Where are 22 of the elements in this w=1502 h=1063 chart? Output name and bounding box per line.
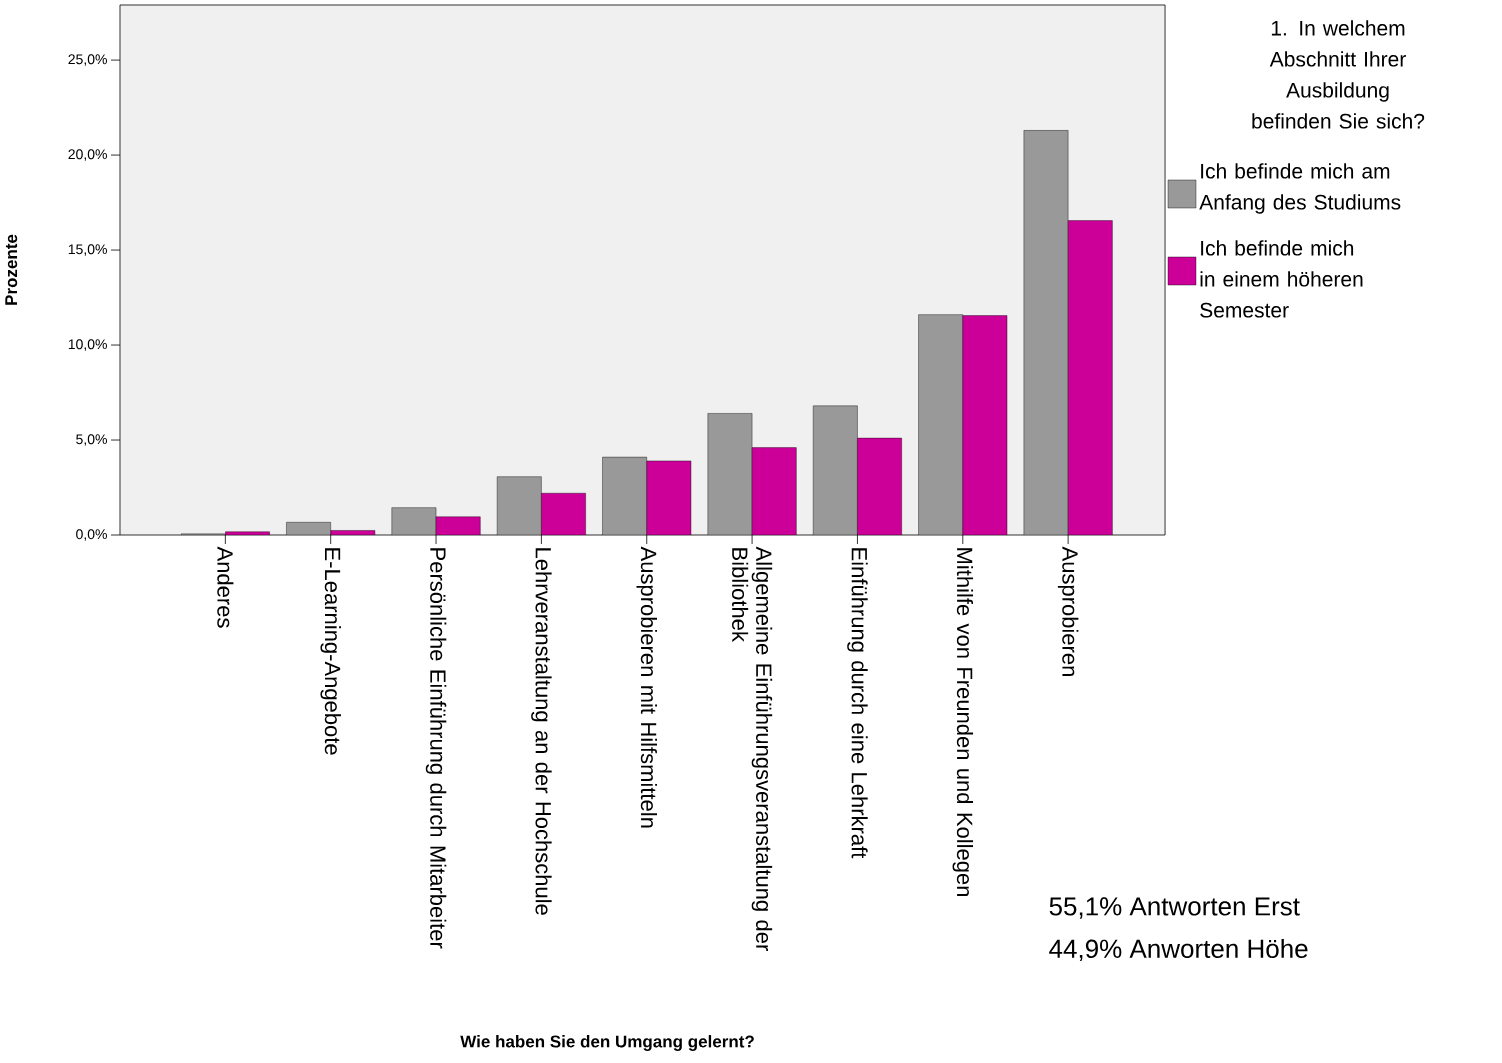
y-tick-label: 25,0% — [68, 54, 107, 66]
x-tick-label: Mithilfe von Freunden und Kollegen — [952, 548, 974, 897]
x-tick-label: Persönliche Einführung durch Mitarbeiter — [425, 548, 447, 949]
y-tick-label: 15,0% — [68, 244, 107, 256]
x-tick-label: Allgemeine Einführungsveranstaltung der Bibliothek — [732, 546, 773, 951]
legend-label: Ich befinde mich in einem höheren Semester — [1200, 240, 1363, 318]
text: 55,1% Antworten Erst — [1049, 897, 1300, 919]
x-tick-label: Lehrveranstaltung an der Hochschule — [531, 548, 552, 915]
x-tick-label: E-Learning-Angebote — [320, 548, 341, 755]
x-tick-label: Anderes — [217, 546, 234, 628]
y-axis-title: Prozente — [5, 234, 18, 305]
legend-title: 1. In welchem Abschnitt Ihrer Ausbildung befinden Sie sich? — [1252, 20, 1425, 129]
x-tick-label: Einführung durch eine Lehrkraft — [847, 548, 868, 859]
x-tick-label: Ausprobieren mit Hilfsmitteln — [636, 546, 657, 828]
y-tick-label: 10,0% — [68, 339, 107, 351]
legend-label: Ich befinde mich am Anfang des Studiums — [1199, 163, 1401, 214]
y-tick-label: 5,0% — [76, 434, 107, 446]
text: 44,9% Anworten Höhe — [1049, 938, 1308, 962]
x-axis-title: Wie haben Sie den Umgang gelernt? — [460, 1035, 754, 1051]
x-tick-label: Ausprobieren — [1057, 546, 1079, 676]
y-tick-label: 20,0% — [68, 149, 107, 161]
y-tick-label: 0,0% — [76, 529, 107, 541]
